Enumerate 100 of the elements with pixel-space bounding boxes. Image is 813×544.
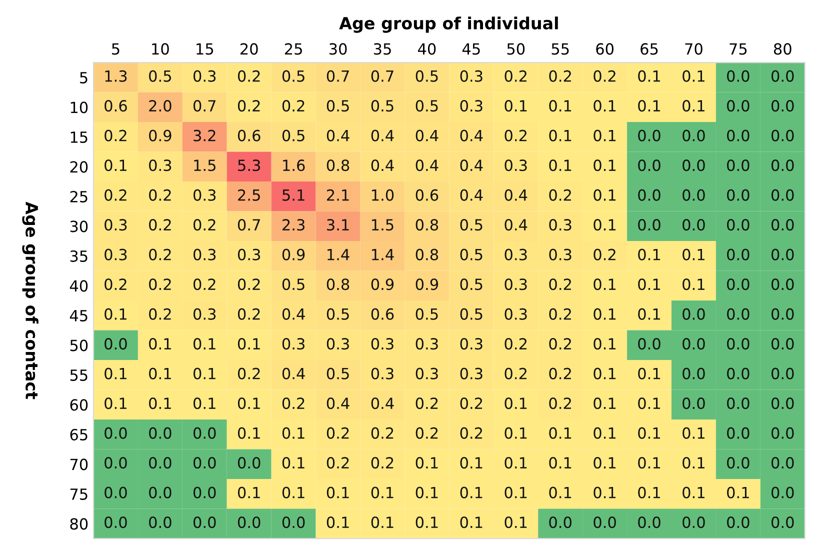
data-label: 0.2 — [104, 278, 126, 290]
data-label: 0.1 — [149, 368, 171, 380]
data-label: 0.0 — [104, 457, 127, 469]
data-label: 0.3 — [504, 160, 527, 172]
x-tick-label: 25 — [284, 43, 302, 55]
data-label: 0.1 — [238, 338, 260, 350]
data-label: 0.1 — [594, 130, 616, 142]
data-label: 0.1 — [682, 457, 704, 469]
data-label: 0.1 — [282, 486, 304, 498]
data-label: 0.5 — [416, 100, 438, 112]
data-label: 0.4 — [460, 160, 483, 172]
data-label: 0.1 — [594, 219, 616, 231]
x-tick-label: 30 — [329, 43, 347, 55]
data-label: 0.1 — [727, 486, 749, 498]
data-label: 0.3 — [282, 338, 304, 350]
data-label: 0.0 — [194, 427, 216, 439]
x-tick-label: 65 — [640, 43, 658, 55]
data-label: 0.2 — [549, 368, 571, 380]
data-label: 1.5 — [194, 160, 216, 172]
data-label: 0.0 — [727, 457, 750, 469]
data-label: 0.0 — [104, 427, 127, 439]
data-label: 0.0 — [772, 160, 794, 172]
x-tick-label: 15 — [196, 43, 214, 55]
data-label: 0.2 — [238, 368, 260, 380]
data-label: 0.0 — [682, 130, 705, 142]
data-label: 0.7 — [326, 70, 349, 82]
data-label: 0.0 — [682, 338, 705, 350]
data-label: 0.5 — [416, 70, 438, 82]
data-label: 0.1 — [416, 486, 438, 498]
x-tick-label: 80 — [774, 43, 792, 55]
data-label: 0.1 — [682, 100, 704, 112]
data-label: 1.4 — [328, 249, 350, 260]
data-label: 0.1 — [416, 457, 438, 469]
data-label: 0.3 — [194, 308, 216, 320]
data-label: 0.2 — [549, 70, 571, 82]
data-label: 1.4 — [372, 249, 394, 260]
y-tick-label: 15 — [70, 132, 88, 143]
data-label: 0.1 — [638, 427, 660, 439]
data-label: 0.0 — [638, 189, 660, 201]
y-tick-label: 45 — [70, 310, 88, 322]
x-tick-label: 5 — [112, 43, 120, 55]
data-label: 0.2 — [149, 219, 171, 231]
data-label: 0.0 — [772, 338, 794, 350]
data-label: 0.4 — [460, 189, 483, 201]
data-label: 0.1 — [638, 248, 660, 260]
data-label: 0.3 — [460, 100, 482, 112]
data-label: 0.2 — [504, 338, 526, 350]
data-label: 0.1 — [682, 278, 704, 290]
data-label: 0.1 — [638, 486, 660, 498]
data-label: 0.6 — [416, 189, 438, 201]
data-label: 1.6 — [283, 160, 305, 172]
data-label: 0.0 — [149, 516, 172, 528]
data-label: 0.0 — [772, 100, 794, 112]
data-label: 0.1 — [504, 457, 527, 469]
y-tick-label: 30 — [70, 220, 88, 232]
data-label: 0.2 — [460, 398, 482, 410]
data-label: 0.1 — [504, 398, 527, 410]
x-tick-label: 75 — [730, 43, 747, 55]
data-label: 0.4 — [371, 130, 394, 142]
data-label: 0.3 — [460, 338, 482, 350]
data-label: 0.0 — [727, 308, 750, 320]
data-label: 0.0 — [194, 516, 216, 528]
data-label: 0.0 — [282, 516, 305, 528]
data-label: 0.0 — [772, 189, 794, 201]
data-label: 0.2 — [371, 457, 394, 469]
data-label: 0.8 — [326, 160, 350, 172]
data-label: 0.0 — [727, 70, 750, 82]
data-label: 0.1 — [460, 516, 482, 528]
data-label: 0.1 — [594, 160, 616, 172]
data-label: 0.1 — [282, 427, 304, 439]
y-tick-label: 10 — [70, 102, 88, 114]
data-label: 0.1 — [238, 398, 260, 410]
data-label: 0.1 — [504, 516, 527, 528]
data-label: 0.8 — [416, 219, 438, 231]
data-label: 0.3 — [504, 308, 527, 320]
data-label: 0.1 — [104, 398, 126, 410]
data-label: 0.7 — [194, 100, 216, 112]
data-label: 0.0 — [638, 338, 660, 350]
data-label: 0.0 — [594, 516, 616, 528]
data-label: 0.0 — [727, 338, 750, 350]
data-label: 0.4 — [460, 130, 483, 142]
data-label: 0.4 — [326, 398, 350, 410]
data-label: 5.3 — [238, 160, 260, 172]
data-label: 0.5 — [416, 308, 438, 320]
data-label: 0.1 — [682, 427, 704, 439]
data-label: 0.2 — [238, 100, 260, 112]
data-label: 0.1 — [104, 308, 126, 320]
data-label: 0.0 — [772, 278, 794, 290]
x-tick-label: 20 — [240, 43, 258, 55]
data-label: 0.1 — [594, 308, 616, 320]
data-label: 0.5 — [326, 100, 349, 112]
data-label: 0.5 — [460, 219, 482, 231]
data-label: 0.2 — [416, 427, 438, 439]
data-label: 0.3 — [371, 368, 394, 380]
data-label: 1.3 — [105, 70, 127, 82]
data-label: 0.2 — [549, 308, 571, 320]
data-label: 0.2 — [460, 427, 482, 439]
x-tick-label: 40 — [418, 43, 436, 55]
y-tick-label: 35 — [70, 250, 88, 262]
x-tick-label: 70 — [685, 43, 702, 55]
